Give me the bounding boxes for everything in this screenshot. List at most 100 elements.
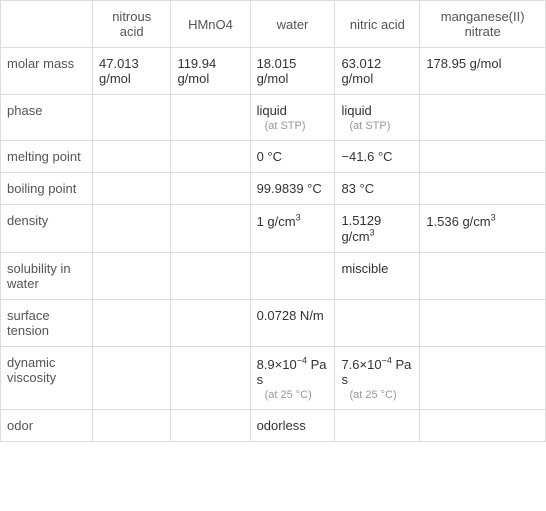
table-cell — [93, 253, 171, 300]
table-cell: 1.536 g/cm3 — [420, 205, 546, 253]
cell-value: 18.015 g/mol — [257, 56, 297, 86]
cell-subtext: (at 25 °C) — [341, 389, 413, 401]
table-cell: 63.012 g/mol — [335, 48, 420, 95]
table-cell: 119.94 g/mol — [171, 48, 250, 95]
table-cell: 0.0728 N/m — [250, 300, 335, 347]
table-cell — [93, 173, 171, 205]
col-header-hmno4: HMnO4 — [171, 1, 250, 48]
row-header: density — [1, 205, 93, 253]
cell-value: 99.9839 °C — [257, 181, 322, 196]
table-cell — [93, 409, 171, 441]
row-header: odor — [1, 409, 93, 441]
cell-value: 119.94 g/mol — [177, 56, 216, 86]
col-header-manganese-nitrate: manganese(II) nitrate — [420, 1, 546, 48]
table-cell — [93, 205, 171, 253]
col-header-water: water — [250, 1, 335, 48]
row-header: melting point — [1, 141, 93, 173]
table-cell — [335, 409, 420, 441]
table-cell: 1 g/cm3 — [250, 205, 335, 253]
table-cell: 8.9×10−4 Pa s (at 25 °C) — [250, 347, 335, 409]
cell-value: 7.6×10−4 Pa s — [341, 357, 411, 387]
table-row: odor odorless — [1, 409, 546, 441]
table-cell — [171, 300, 250, 347]
table-cell — [93, 141, 171, 173]
cell-value: liquid — [257, 103, 287, 118]
table-cell: 47.013 g/mol — [93, 48, 171, 95]
table-cell: miscible — [335, 253, 420, 300]
row-header: solubility in water — [1, 253, 93, 300]
table-cell: 18.015 g/mol — [250, 48, 335, 95]
table-cell — [171, 253, 250, 300]
cell-value: liquid — [341, 103, 371, 118]
table-header-row: nitrous acid HMnO4 water nitric acid man… — [1, 1, 546, 48]
cell-superscript: 3 — [491, 213, 496, 223]
table-row: density 1 g/cm3 1.5129 g/cm3 1.536 g/cm3 — [1, 205, 546, 253]
table-cell — [420, 173, 546, 205]
table-cell: 0 °C — [250, 141, 335, 173]
properties-table: nitrous acid HMnO4 water nitric acid man… — [0, 0, 546, 442]
table-row: molar mass47.013 g/mol 119.94 g/mol 18.015… — [1, 48, 546, 95]
row-header: surface tension — [1, 300, 93, 347]
table-cell — [420, 95, 546, 141]
table-cell: 99.9839 °C — [250, 173, 335, 205]
table-cell: liquid (at STP) — [250, 95, 335, 141]
cell-subtext: (at STP) — [257, 120, 329, 132]
row-header: phase — [1, 95, 93, 141]
cell-subtext: (at 25 °C) — [257, 389, 329, 401]
table-cell — [250, 253, 335, 300]
cell-value: 1.536 g/cm3 — [426, 214, 495, 229]
row-header: boiling point — [1, 173, 93, 205]
table-cell — [171, 347, 250, 409]
table-cell — [171, 141, 250, 173]
col-header-nitric-acid: nitric acid — [335, 1, 420, 48]
table-cell — [93, 300, 171, 347]
table-cell — [171, 173, 250, 205]
col-header-empty — [1, 1, 93, 48]
table-row: solubility in water miscible — [1, 253, 546, 300]
cell-value: 178.95 g/mol — [426, 56, 501, 71]
cell-value: odorless — [257, 418, 306, 433]
table-cell — [171, 409, 250, 441]
cell-value: miscible — [341, 261, 388, 276]
table-cell — [420, 141, 546, 173]
table-cell — [420, 347, 546, 409]
table-row: phase liquid (at STP) liquid (at STP) — [1, 95, 546, 141]
cell-value: 0 °C — [257, 149, 282, 164]
cell-superscript: 3 — [370, 228, 375, 238]
table-cell — [420, 300, 546, 347]
table-body: molar mass47.013 g/mol 119.94 g/mol 18.015… — [1, 48, 546, 442]
table-row: dynamic viscosity 8.9×10−4 Pa s (at 25 °C)… — [1, 347, 546, 409]
cell-value: −41.6 °C — [341, 149, 392, 164]
table-row: boiling point 99.9839 °C 83 °C — [1, 173, 546, 205]
table-row: melting point 0 °C −41.6 °C — [1, 141, 546, 173]
table-cell — [93, 95, 171, 141]
cell-value: 1 g/cm3 — [257, 214, 301, 229]
cell-value: 47.013 g/mol — [99, 56, 139, 86]
table-cell: 178.95 g/mol — [420, 48, 546, 95]
cell-superscript: −4 — [297, 355, 307, 365]
table-cell: 83 °C — [335, 173, 420, 205]
row-header: dynamic viscosity — [1, 347, 93, 409]
cell-value: 0.0728 N/m — [257, 308, 324, 323]
table-cell: liquid (at STP) — [335, 95, 420, 141]
table-cell — [93, 347, 171, 409]
cell-value: 83 °C — [341, 181, 374, 196]
table-row: surface tension 0.0728 N/m — [1, 300, 546, 347]
table-cell: 1.5129 g/cm3 — [335, 205, 420, 253]
table-cell — [420, 409, 546, 441]
cell-value: 8.9×10−4 Pa s — [257, 357, 327, 387]
table-cell — [420, 253, 546, 300]
table-cell — [335, 300, 420, 347]
table-cell — [171, 205, 250, 253]
table-cell: odorless — [250, 409, 335, 441]
col-header-nitrous-acid: nitrous acid — [93, 1, 171, 48]
row-header: molar mass — [1, 48, 93, 95]
cell-superscript: −4 — [382, 355, 392, 365]
cell-value: 63.012 g/mol — [341, 56, 381, 86]
cell-subtext: (at STP) — [341, 120, 413, 132]
cell-superscript: 3 — [296, 213, 301, 223]
table-cell: 7.6×10−4 Pa s (at 25 °C) — [335, 347, 420, 409]
table-cell — [171, 95, 250, 141]
table-cell: −41.6 °C — [335, 141, 420, 173]
cell-value: 1.5129 g/cm3 — [341, 213, 381, 244]
